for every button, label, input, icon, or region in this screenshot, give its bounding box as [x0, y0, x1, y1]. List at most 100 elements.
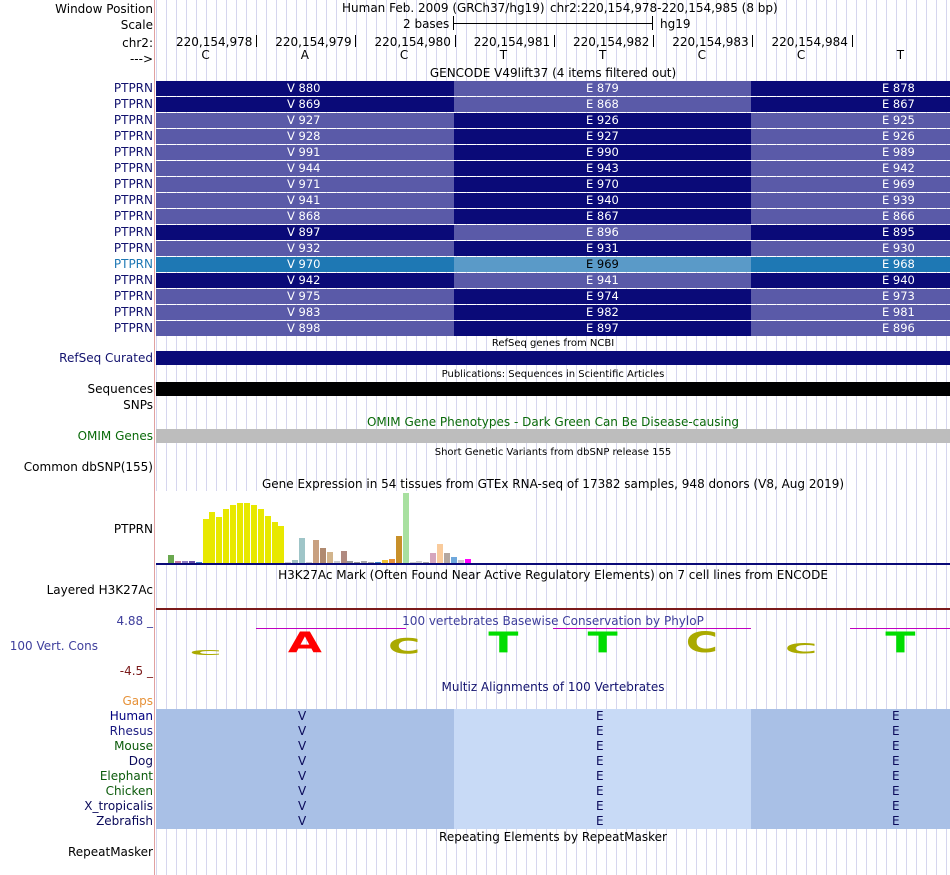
- gencode-row-label[interactable]: PTPRN: [113, 289, 153, 303]
- gencode-codon[interactable]: E 943: [454, 161, 751, 176]
- phylop-letter[interactable]: A: [287, 626, 322, 660]
- gencode-codon[interactable]: E 989: [751, 145, 950, 160]
- gencode-row-label[interactable]: PTPRN: [113, 97, 153, 111]
- multiz-codon[interactable]: V: [156, 709, 454, 724]
- gencode-codon[interactable]: E 940: [454, 193, 751, 208]
- gtex-bar[interactable]: [375, 562, 381, 563]
- gencode-codon[interactable]: E 878: [751, 81, 950, 96]
- gtex-bar[interactable]: [306, 562, 312, 563]
- gencode-codon[interactable]: E 867: [454, 209, 751, 224]
- gtex-bar[interactable]: [174, 561, 181, 563]
- gtex-bar[interactable]: [395, 535, 402, 563]
- multiz-species-label[interactable]: Mouse: [114, 739, 153, 753]
- refseq-title[interactable]: RefSeq genes from NCBI: [491, 338, 615, 349]
- gencode-row-label[interactable]: PTPRN: [113, 305, 153, 319]
- gencode-row-label[interactable]: PTPRN: [113, 273, 153, 287]
- gencode-codon[interactable]: V 941: [156, 193, 454, 208]
- gencode-row-label[interactable]: PTPRN: [113, 225, 153, 239]
- gtex-bar[interactable]: [444, 553, 450, 563]
- phylop-label[interactable]: 100 Vert. Cons: [9, 639, 98, 653]
- gencode-codon[interactable]: E 942: [751, 161, 950, 176]
- gencode-row[interactable]: V 944 E 943 E 942: [156, 161, 950, 176]
- gtex-bar[interactable]: [368, 562, 375, 563]
- gtex-bar[interactable]: [450, 557, 457, 563]
- gencode-codon[interactable]: V 898: [156, 321, 454, 336]
- gtex-bar[interactable]: [195, 562, 202, 563]
- gencode-codon[interactable]: V 991: [156, 145, 454, 160]
- gencode-codon[interactable]: E 939: [751, 193, 950, 208]
- dbsnp-label[interactable]: Common dbSNP(155): [23, 460, 153, 474]
- multiz-codon[interactable]: E: [454, 754, 751, 769]
- h3k27ac-title[interactable]: H3K27Ac Mark (Often Found Near Active Re…: [278, 568, 828, 582]
- gtex-bar[interactable]: [423, 562, 430, 563]
- gencode-codon[interactable]: E 981: [751, 305, 950, 320]
- phylop-letter[interactable]: T: [885, 626, 916, 660]
- gencode-codon[interactable]: V 975: [156, 289, 454, 304]
- gencode-codon[interactable]: V 971: [156, 177, 454, 192]
- gencode-codon[interactable]: E 866: [751, 209, 950, 224]
- gtex-bar[interactable]: [409, 562, 416, 563]
- gtex-bar[interactable]: [230, 504, 237, 563]
- gencode-codon[interactable]: V 970: [156, 257, 454, 272]
- gtex-bar[interactable]: [237, 502, 243, 563]
- gencode-row[interactable]: V 869 E 868 E 867: [156, 97, 950, 112]
- multiz-codon[interactable]: E: [751, 769, 950, 784]
- gtex-bar[interactable]: [361, 561, 368, 563]
- phylop-letter[interactable]: C: [784, 640, 818, 658]
- gtex-bar[interactable]: [299, 537, 306, 563]
- multiz-codon[interactable]: E: [751, 784, 950, 799]
- gtex-bar[interactable]: [250, 504, 257, 563]
- multiz-codon[interactable]: E: [454, 814, 751, 829]
- multiz-codon[interactable]: E: [751, 724, 950, 739]
- multiz-species-label[interactable]: Zebrafish: [96, 814, 153, 828]
- gtex-bar[interactable]: [257, 508, 264, 563]
- multiz-codon[interactable]: E: [751, 739, 950, 754]
- multiz-codon[interactable]: E: [751, 814, 950, 829]
- gtex-bar[interactable]: [430, 553, 437, 563]
- gencode-codon[interactable]: E 940: [751, 273, 950, 288]
- gencode-codon[interactable]: E 927: [454, 129, 751, 144]
- multiz-title[interactable]: Multiz Alignments of 100 Vertebrates: [441, 680, 665, 694]
- gtex-bar[interactable]: [223, 508, 230, 563]
- gencode-row[interactable]: V 927 E 926 E 925: [156, 113, 950, 128]
- multiz-species-label[interactable]: Human: [109, 709, 153, 723]
- sequences-label[interactable]: Sequences: [87, 382, 153, 396]
- phylop-letter[interactable]: C: [189, 647, 222, 657]
- gtex-bar[interactable]: [264, 516, 271, 563]
- gencode-codon[interactable]: E 925: [751, 113, 950, 128]
- gencode-codon[interactable]: V 942: [156, 273, 454, 288]
- gencode-row-label[interactable]: PTPRN: [113, 241, 153, 255]
- gencode-codon[interactable]: V 880: [156, 81, 454, 96]
- gtex-bar[interactable]: [416, 561, 423, 563]
- multiz-codon[interactable]: V: [156, 814, 454, 829]
- gencode-codon[interactable]: E 990: [454, 145, 751, 160]
- gtex-bar[interactable]: [333, 561, 340, 563]
- gtex-bar[interactable]: [437, 543, 444, 563]
- multiz-codon[interactable]: E: [454, 709, 751, 724]
- repeatmasker-label[interactable]: RepeatMasker: [67, 845, 153, 859]
- phylop-title[interactable]: 100 vertebrates Basewise Conservation by…: [402, 614, 704, 628]
- gencode-codon[interactable]: E 896: [751, 321, 950, 336]
- gencode-row-label[interactable]: PTPRN: [113, 161, 153, 175]
- omim-label[interactable]: OMIM Genes: [77, 429, 153, 443]
- publications-title[interactable]: Publications: Sequences in Scientific Ar…: [441, 369, 665, 380]
- gencode-codon[interactable]: E 969: [751, 177, 950, 192]
- gtex-bar[interactable]: [271, 522, 278, 563]
- window-coordinates[interactable]: chr2:220,154,978-220,154,985 (8 bp): [550, 1, 778, 15]
- gtex-bar[interactable]: [181, 561, 188, 563]
- gencode-row-label[interactable]: PTPRN: [113, 81, 153, 95]
- gencode-codon[interactable]: E 868: [454, 97, 751, 112]
- multiz-codon[interactable]: E: [454, 799, 751, 814]
- gencode-codon[interactable]: E 879: [454, 81, 751, 96]
- gencode-row-label[interactable]: PTPRN: [113, 193, 153, 207]
- gtex-bar[interactable]: [285, 562, 292, 563]
- multiz-species-label[interactable]: Elephant: [99, 769, 153, 783]
- multiz-codon[interactable]: E: [751, 799, 950, 814]
- gencode-codon[interactable]: E 897: [454, 321, 751, 336]
- gencode-codon[interactable]: V 944: [156, 161, 454, 176]
- gencode-codon[interactable]: E 969: [454, 257, 751, 272]
- gtex-label[interactable]: PTPRN: [113, 522, 153, 536]
